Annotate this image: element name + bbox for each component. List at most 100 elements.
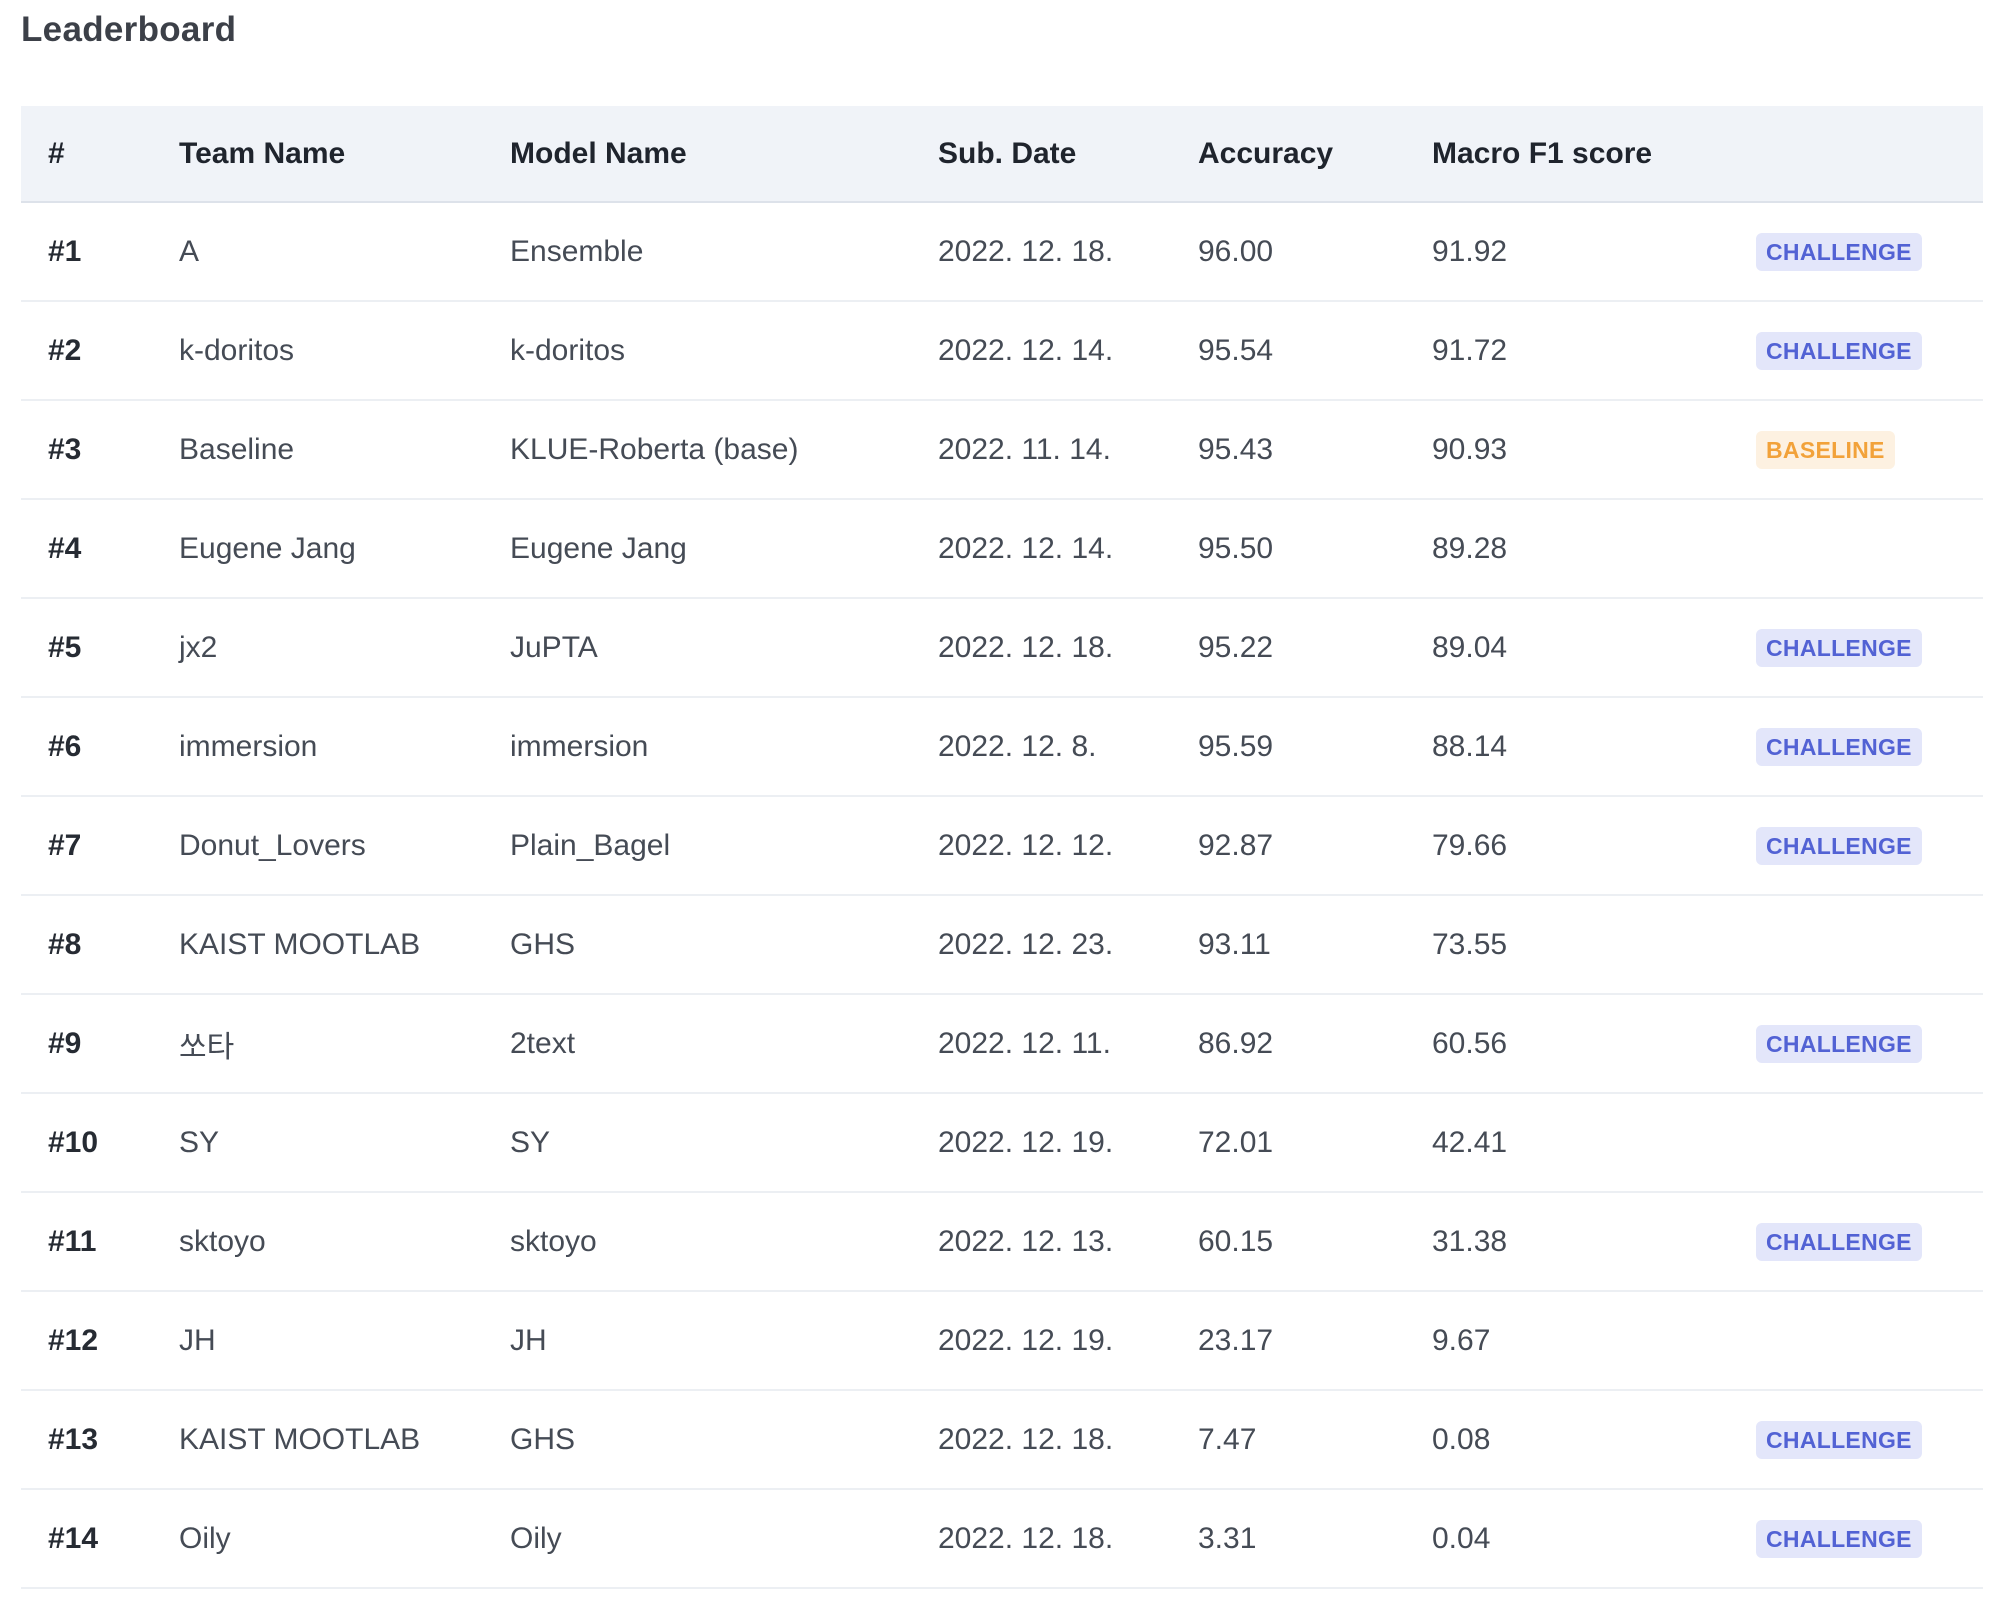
macro-f1-cell: 89.04 — [1432, 630, 1508, 664]
table-row[interactable]: #4 Eugene Jang Eugene Jang 2022. 12. 14. 95.… — [21, 500, 1983, 599]
model-name-cell: GHS — [510, 927, 576, 961]
model-name-cell: 2text — [510, 1026, 576, 1060]
model-name-cell: JuPTA — [510, 630, 598, 664]
column-header-rank[interactable]: # — [48, 136, 65, 170]
table-row[interactable]: #1 A Ensemble 2022. 12. 18. 96.00 91.92 CHALLE… — [21, 203, 1983, 302]
accuracy-cell: 95.54 — [1198, 333, 1274, 367]
model-name-cell: k-doritos — [510, 333, 626, 367]
accuracy-cell: 23.17 — [1198, 1323, 1274, 1357]
table-row[interactable]: #3 Baseline KLUE-Roberta (base) 2022. 11. 1… — [21, 401, 1983, 500]
accuracy-cell: 3.31 — [1198, 1521, 1257, 1555]
team-name-cell: Donut_Lovers — [179, 828, 366, 862]
table-body: #1 A Ensemble 2022. 12. 18. 96.00 91.92 CHALLE… — [21, 203, 1983, 1589]
column-header-macro-f1[interactable]: Macro F1 score — [1432, 136, 1653, 170]
rank-cell: #8 — [48, 927, 82, 961]
badge-cell: CHALLENGE — [1756, 698, 1922, 795]
rank-cell: #3 — [48, 432, 82, 466]
badge-cell: CHALLENGE — [1756, 1490, 1922, 1587]
accuracy-cell: 93.11 — [1198, 927, 1271, 961]
badge-cell: CHALLENGE — [1756, 797, 1922, 894]
rank-cell: #14 — [48, 1521, 99, 1555]
page-title: Leaderboard — [21, 10, 237, 49]
team-name-cell: 쏘타 — [179, 1030, 235, 1064]
challenge-badge: CHALLENGE — [1756, 232, 1922, 271]
macro-f1-cell: 0.08 — [1432, 1422, 1491, 1456]
team-name-cell: SY — [179, 1125, 220, 1159]
submission-date-cell: 2022. 12. 23. — [938, 927, 1114, 961]
team-name-cell: KAIST MOOTLAB — [179, 1422, 421, 1456]
accuracy-cell: 72.01 — [1198, 1125, 1274, 1159]
table-row[interactable]: #14 Oily Oily 2022. 12. 18. 3.31 0.04 CHALLENG… — [21, 1490, 1983, 1589]
submission-date-cell: 2022. 12. 19. — [938, 1323, 1114, 1357]
submission-date-cell: 2022. 11. 14. — [938, 432, 1111, 466]
table-row[interactable]: #10 SY SY 2022. 12. 19. 72.01 42.41 — [21, 1094, 1983, 1193]
challenge-badge: CHALLENGE — [1756, 727, 1922, 766]
column-header-model[interactable]: Model Name — [510, 136, 687, 170]
team-name-cell: Oily — [179, 1521, 231, 1555]
accuracy-cell: 95.43 — [1198, 432, 1274, 466]
model-name-cell: Oily — [510, 1521, 562, 1555]
model-name-cell: Eugene Jang — [510, 531, 687, 565]
model-name-cell: SY — [510, 1125, 551, 1159]
challenge-badge: CHALLENGE — [1756, 331, 1922, 370]
model-name-cell: Plain_Bagel — [510, 828, 671, 862]
submission-date-cell: 2022. 12. 14. — [938, 333, 1114, 367]
table-row[interactable]: #11 sktoyo sktoyo 2022. 12. 13. 60.15 31.38 CH… — [21, 1193, 1983, 1292]
column-header-date[interactable]: Sub. Date — [938, 136, 1077, 170]
rank-cell: #7 — [48, 828, 82, 862]
table-row[interactable]: #5 jx2 JuPTA 2022. 12. 18. 95.22 89.04 CHALLEN… — [21, 599, 1983, 698]
submission-date-cell: 2022. 12. 12. — [938, 828, 1114, 862]
model-name-cell: GHS — [510, 1422, 576, 1456]
model-name-cell: immersion — [510, 729, 649, 763]
rank-cell: #13 — [48, 1422, 99, 1456]
rank-cell: #9 — [48, 1026, 82, 1060]
accuracy-cell: 60.15 — [1198, 1224, 1274, 1258]
table-header: # Team Name Model Name Sub. Date Accurac… — [21, 106, 1983, 203]
accuracy-cell: 95.22 — [1198, 630, 1274, 664]
badge-cell: CHALLENGE — [1756, 203, 1922, 300]
accuracy-cell: 92.87 — [1198, 828, 1274, 862]
table-row[interactable]: #8 KAIST MOOTLAB GHS 2022. 12. 23. 93.11 73.5… — [21, 896, 1983, 995]
submission-date-cell: 2022. 12. 13. — [938, 1224, 1114, 1258]
accuracy-cell: 96.00 — [1198, 234, 1274, 268]
macro-f1-cell: 79.66 — [1432, 828, 1508, 862]
badge-cell: CHALLENGE — [1756, 302, 1922, 399]
rank-cell: #10 — [48, 1125, 99, 1159]
table-row[interactable]: #2 k-doritos k-doritos 2022. 12. 14. 95.54 91… — [21, 302, 1983, 401]
team-name-cell: JH — [179, 1323, 216, 1357]
macro-f1-cell: 91.92 — [1432, 234, 1508, 268]
macro-f1-cell: 90.93 — [1432, 432, 1508, 466]
accuracy-cell: 86.92 — [1198, 1026, 1274, 1060]
rank-cell: #2 — [48, 333, 82, 367]
submission-date-cell: 2022. 12. 11. — [938, 1026, 1111, 1060]
table-row[interactable]: #6 immersion immersion 2022. 12. 8. 95.59 88.… — [21, 698, 1983, 797]
team-name-cell: Baseline — [179, 432, 295, 466]
rank-cell: #6 — [48, 729, 82, 763]
leaderboard-table: # Team Name Model Name Sub. Date Accurac… — [21, 106, 1983, 1589]
accuracy-cell: 7.47 — [1198, 1422, 1257, 1456]
macro-f1-cell: 89.28 — [1432, 531, 1508, 565]
team-name-cell: jx2 — [179, 630, 218, 664]
submission-date-cell: 2022. 12. 18. — [938, 234, 1114, 268]
challenge-badge: CHALLENGE — [1756, 1519, 1922, 1558]
table-row[interactable]: #7 Donut_Lovers Plain_Bagel 2022. 12. 12. 92… — [21, 797, 1983, 896]
challenge-badge: CHALLENGE — [1756, 1024, 1922, 1063]
column-header-accuracy[interactable]: Accuracy — [1198, 136, 1334, 170]
macro-f1-cell: 91.72 — [1432, 333, 1508, 367]
model-name-cell: Ensemble — [510, 234, 644, 268]
model-name-cell: JH — [510, 1323, 547, 1357]
submission-date-cell: 2022. 12. 19. — [938, 1125, 1114, 1159]
challenge-badge: CHALLENGE — [1756, 628, 1922, 667]
macro-f1-cell: 42.41 — [1432, 1125, 1508, 1159]
table-row[interactable]: #9 쏘타 2text 2022. 12. 11. 86.92 60.56 CHALLENG… — [21, 995, 1983, 1094]
rank-cell: #11 — [48, 1224, 97, 1258]
submission-date-cell: 2022. 12. 18. — [938, 630, 1114, 664]
team-name-cell: immersion — [179, 729, 318, 763]
badge-cell: BASELINE — [1756, 401, 1895, 498]
challenge-badge: CHALLENGE — [1756, 826, 1922, 865]
rank-cell: #4 — [48, 531, 82, 565]
macro-f1-cell: 9.67 — [1432, 1323, 1491, 1357]
column-header-team[interactable]: Team Name — [179, 136, 346, 170]
table-row[interactable]: #13 KAIST MOOTLAB GHS 2022. 12. 18. 7.47 0.08… — [21, 1391, 1983, 1490]
table-row[interactable]: #12 JH JH 2022. 12. 19. 23.17 9.67 — [21, 1292, 1983, 1391]
